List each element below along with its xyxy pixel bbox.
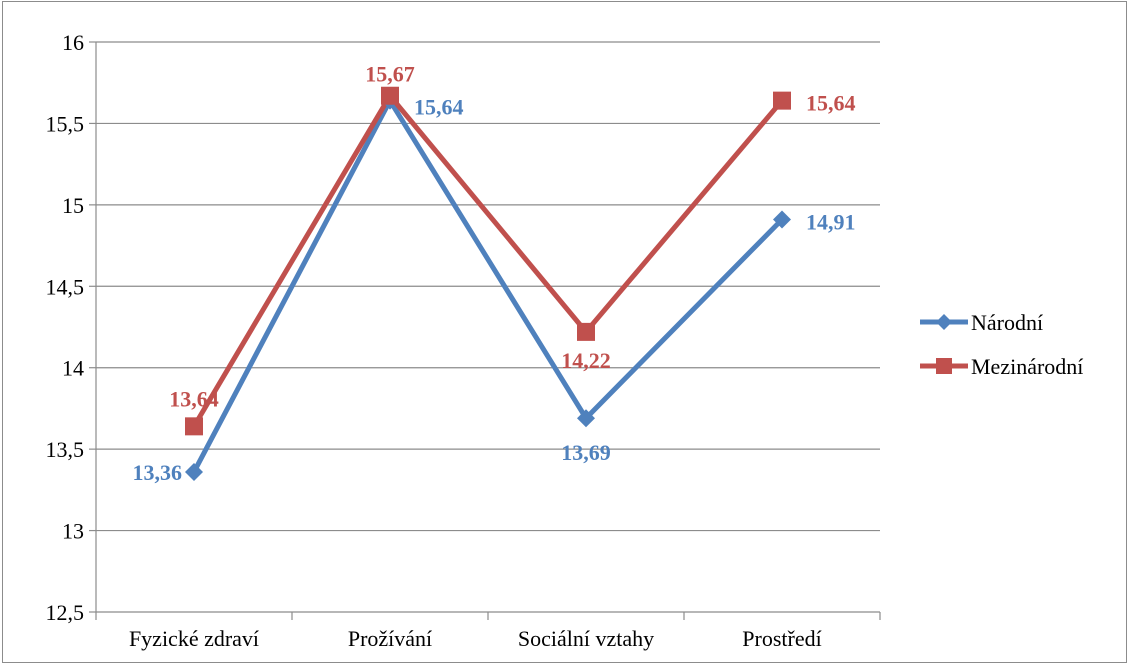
y-tick-label: 12,5 [46, 600, 85, 625]
legend-label: Národní [971, 310, 1043, 335]
series-lines [191, 93, 784, 474]
data-point [381, 86, 399, 105]
legend-marker [936, 314, 952, 330]
y-tick-label: 16 [62, 30, 84, 55]
data-point [773, 210, 791, 229]
legend-label: Mezinárodní [971, 354, 1083, 379]
series-line-2 [191, 93, 784, 428]
legend: Národní Mezinárodní [920, 310, 1083, 379]
y-tick-label: 13,5 [46, 437, 85, 462]
series-line-1 [191, 98, 784, 474]
data-point [773, 91, 791, 110]
data-label: 15,64 [414, 95, 464, 120]
x-tick-label: Sociální vztahy [518, 626, 654, 651]
x-tick-label: Prožívání [348, 626, 432, 651]
data-label: 13,36 [133, 460, 183, 485]
data-point [185, 417, 203, 436]
data-label: 13,69 [561, 440, 611, 465]
y-tick-label: 14 [62, 356, 84, 381]
data-point [185, 462, 203, 481]
data-point [577, 409, 595, 428]
series-markers [185, 86, 791, 481]
data-label: 14,91 [806, 210, 856, 235]
x-tick-label: Fyzické zdraví [129, 626, 259, 651]
y-tick-label: 14,5 [46, 274, 85, 299]
legend-marker [936, 358, 952, 374]
data-label: 14,22 [561, 348, 611, 373]
gridlines [96, 41, 880, 532]
axes [89, 41, 881, 620]
data-label: 13,64 [169, 386, 219, 411]
y-tick-label: 13 [62, 519, 84, 544]
y-tick-label: 15 [62, 193, 84, 218]
data-label: 15,67 [365, 62, 415, 87]
data-point [577, 322, 595, 341]
x-tick-label: Prostředí [742, 626, 821, 651]
x-tick-labels: Fyzické zdraví Prožívání Sociální vztahy Pr… [129, 626, 822, 651]
data-labels: 13,36 15,64 13,69 14,91 13,64 15,67 14,22 15,64 [133, 62, 856, 485]
y-tick-label: 15,5 [46, 111, 85, 136]
y-tick-labels: 12,5 13 13,5 14 14,5 15 15,5 16 [46, 30, 85, 625]
data-label: 15,64 [806, 91, 856, 116]
